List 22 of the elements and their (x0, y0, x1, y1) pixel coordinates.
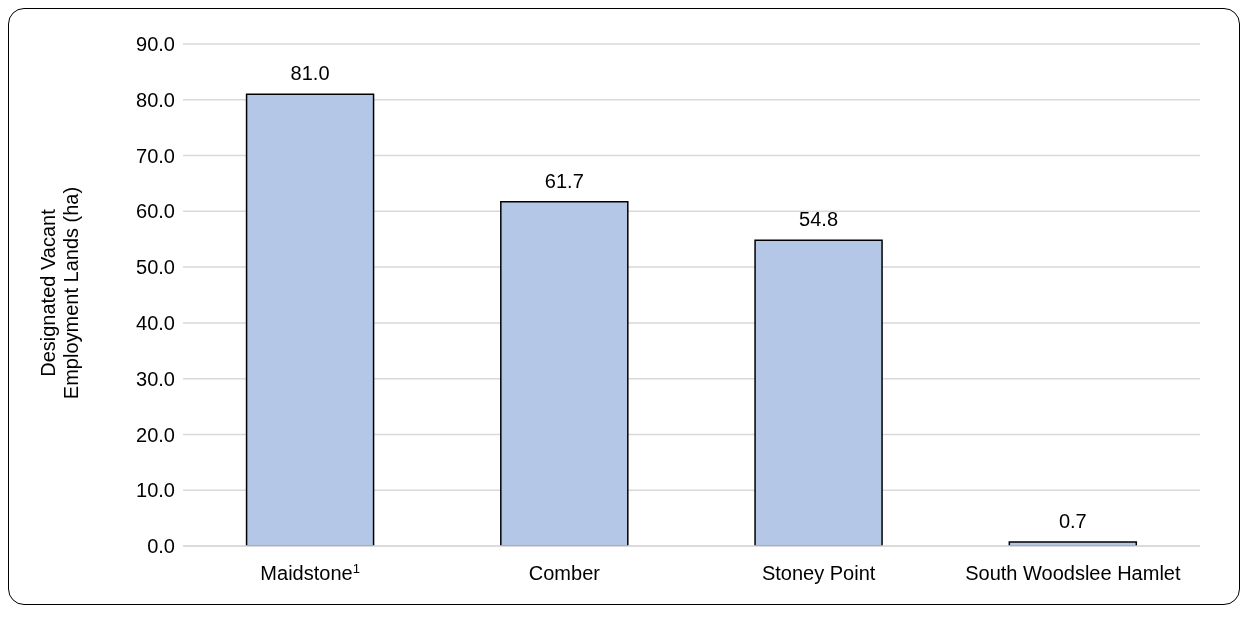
y-tick-label: 90.0 (136, 33, 175, 56)
y-tick-label: 70.0 (136, 144, 175, 167)
x-tick-label: Stoney Point (761, 562, 876, 584)
y-tick-label: 10.0 (136, 479, 175, 502)
y-tick-label: 50.0 (136, 256, 175, 279)
y-tick-label: 30.0 (136, 367, 175, 390)
x-tick-label: Maidstone$^{1}$ (260, 560, 360, 584)
data-label: 54.8 (799, 208, 839, 231)
bar (500, 201, 629, 546)
y-tick-label: 60.0 (136, 200, 175, 223)
y-tick-label: 80.0 (136, 88, 175, 111)
x-tick-label: South Woodslee Hamlet (965, 562, 1181, 584)
y-tick-label: 0.0 (147, 535, 175, 558)
data-label: 81.0 (290, 62, 330, 85)
bar (245, 93, 375, 546)
y-axis-title: Designated Vacant Employment Lands (ha) (37, 185, 83, 402)
x-tick-label: Comber (528, 562, 601, 584)
data-label: 0.7 (1058, 510, 1087, 533)
data-label: 61.7 (544, 169, 584, 192)
y-tick-label: 20.0 (136, 423, 175, 446)
y-tick-label: 40.0 (136, 311, 175, 334)
bar (754, 239, 883, 546)
